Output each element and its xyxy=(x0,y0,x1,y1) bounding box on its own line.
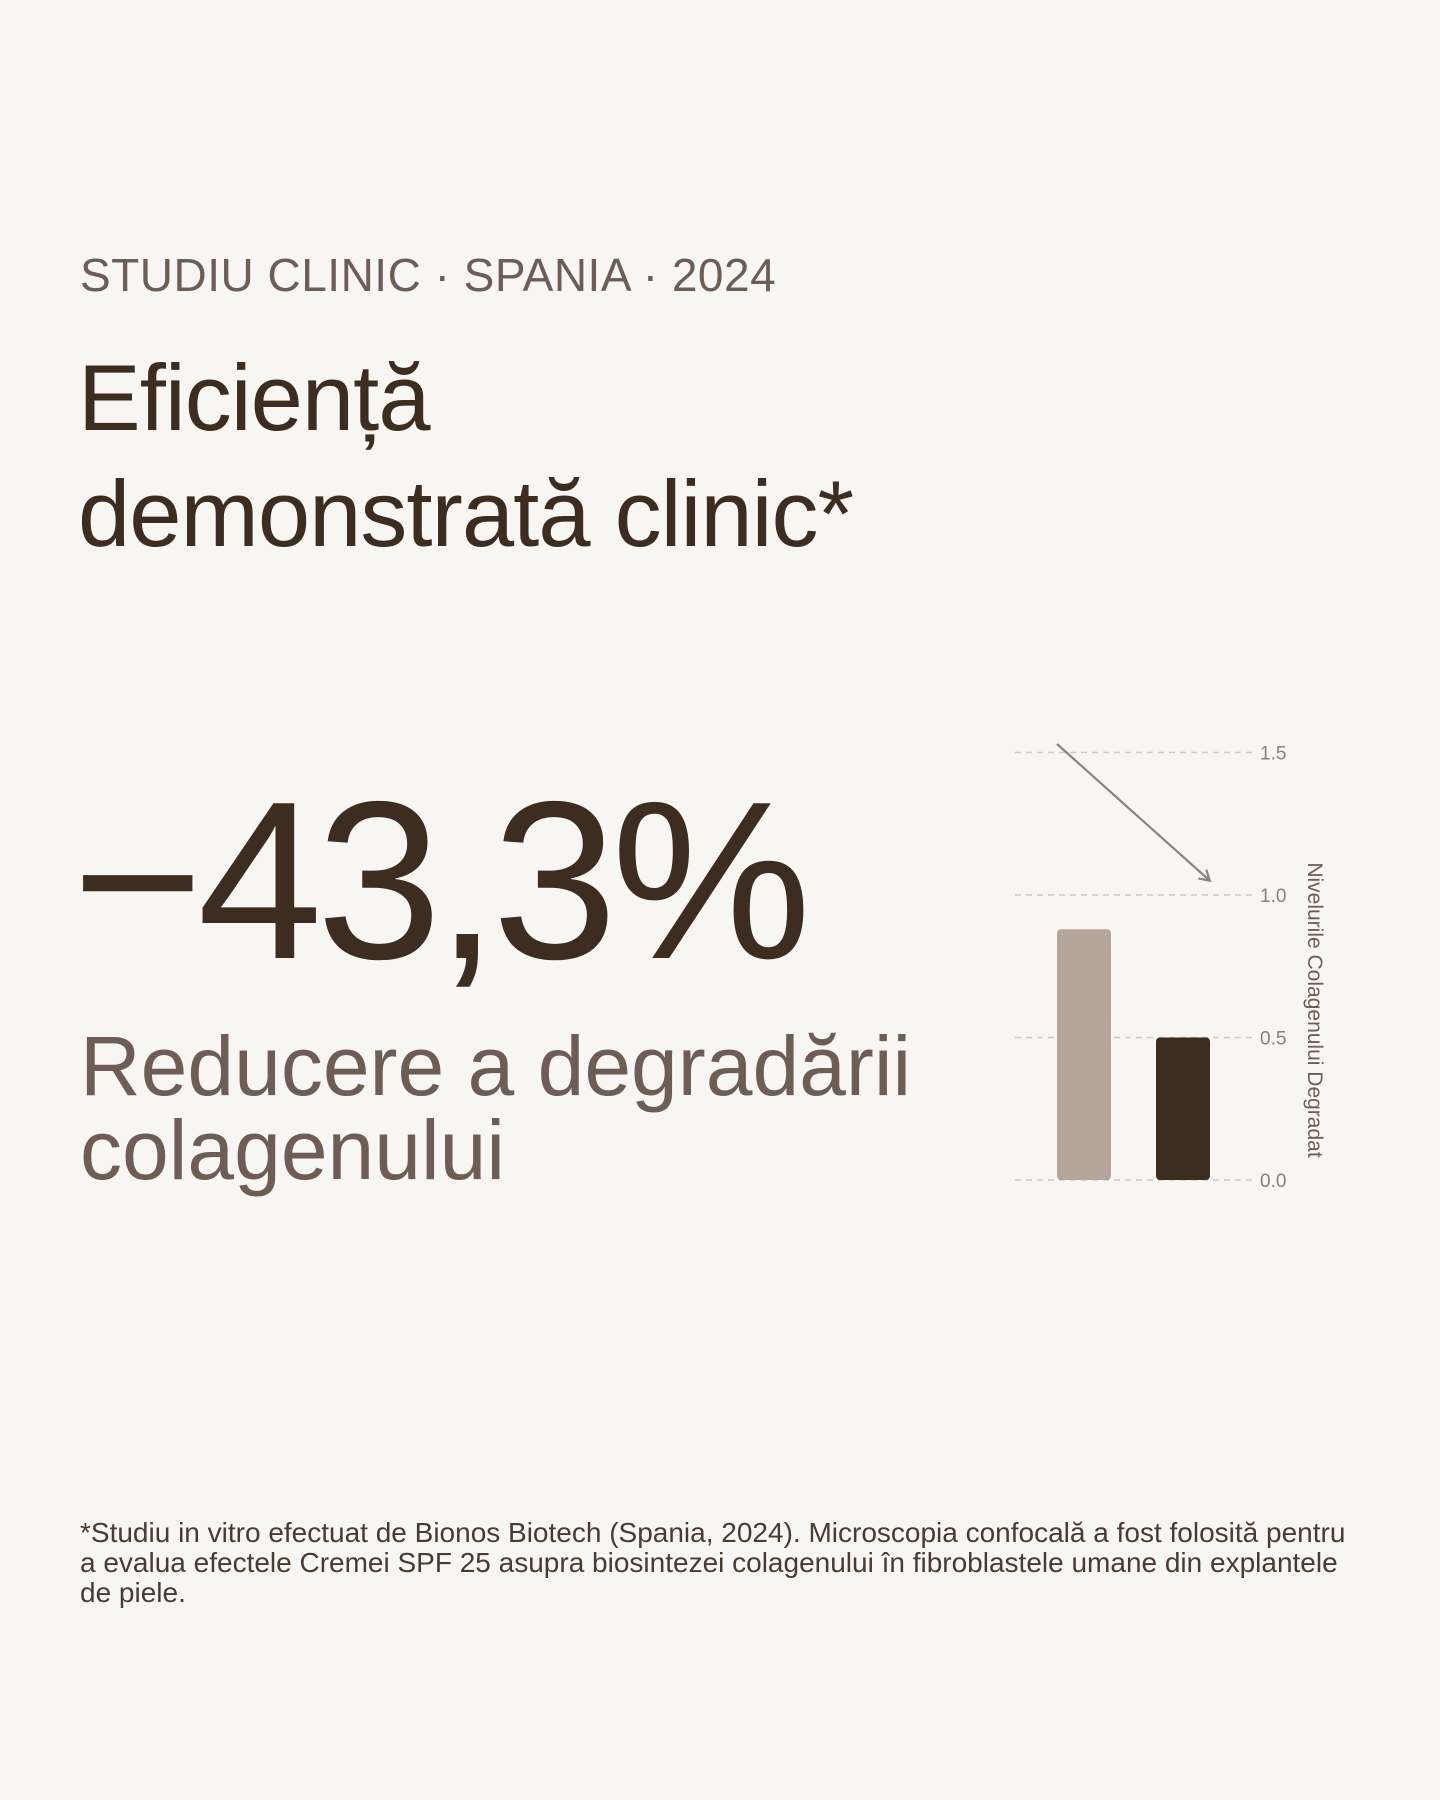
eyebrow-label: STUDIU CLINIC · SPANIA · 2024 xyxy=(80,249,777,301)
y-tick-label: 1.0 xyxy=(1260,886,1286,907)
page-title-line-1: Eficiență xyxy=(78,345,431,450)
y-axis-label: Nivelurile Colagenului Degradat xyxy=(1303,862,1326,1157)
bar-1 xyxy=(1057,929,1111,1180)
grid-lines xyxy=(1015,751,1252,1181)
y-tick-label: 0.5 xyxy=(1260,1029,1286,1050)
y-tick-label: 1.5 xyxy=(1260,744,1286,765)
trend-arrow xyxy=(1056,743,1212,883)
stat-label-line-2: colagenului xyxy=(80,1103,506,1197)
y-axis-ticks: 0.0 0.5 1.0 1.5 xyxy=(1260,744,1286,1193)
footnote: *Studiu in vitro efectuat de Bionos Biot… xyxy=(80,1517,1346,1608)
bars xyxy=(1057,929,1210,1180)
stat-label-line-1: Reducere a degradării xyxy=(80,1019,912,1113)
stat-label: Reducere a degradării colagenului xyxy=(80,1024,980,1192)
page-title: Eficiență demonstrată clinic* xyxy=(78,340,1078,572)
page-title-line-2: demonstrată clinic* xyxy=(78,461,854,566)
bar-2 xyxy=(1156,1037,1210,1180)
stat-value: −43,3% xyxy=(72,754,811,1006)
y-tick-label: 0.0 xyxy=(1260,1171,1286,1192)
